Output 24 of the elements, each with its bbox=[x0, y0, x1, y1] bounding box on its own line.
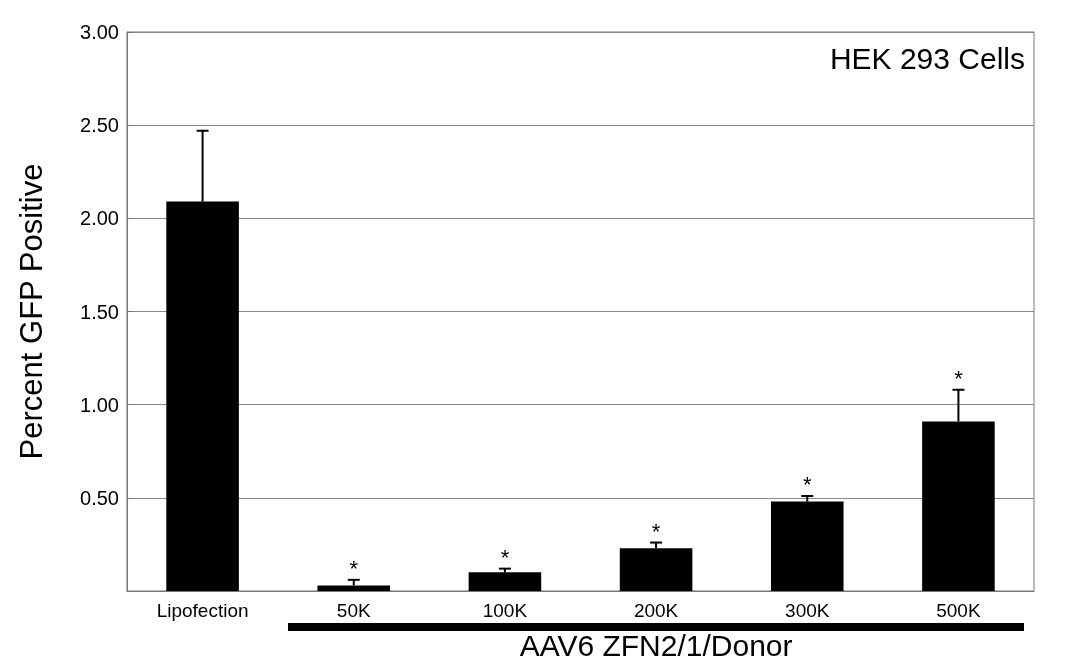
data-label: * bbox=[349, 556, 359, 582]
y-axis-title: Percent GFP Positive bbox=[14, 163, 49, 460]
x-tick-label: 200K bbox=[633, 600, 679, 621]
bar bbox=[468, 572, 542, 591]
chart-title: HEK 293 Cells bbox=[829, 41, 1026, 75]
x-tick-label: 100K bbox=[482, 600, 528, 621]
bar bbox=[317, 585, 391, 591]
y-tick-label: 2.50 bbox=[80, 114, 119, 137]
data-label: * bbox=[802, 472, 812, 498]
y-tick-label: 3.00 bbox=[80, 21, 119, 43]
y-tick-label: 0.50 bbox=[80, 486, 119, 509]
y-tick-label: 1.00 bbox=[80, 393, 119, 416]
bar bbox=[619, 548, 693, 591]
data-label: * bbox=[500, 545, 510, 571]
x-tick-label: Lipofection bbox=[156, 600, 249, 621]
x-tick-label: 50K bbox=[336, 600, 371, 621]
x-tick-label: 300K bbox=[785, 600, 830, 621]
x-tick-label: 500K bbox=[936, 600, 981, 621]
data-label: * bbox=[954, 366, 964, 392]
data-label: * bbox=[651, 519, 661, 545]
x-axis-title: AAV6 ZFN2/1/Donor bbox=[518, 629, 794, 663]
bar bbox=[770, 501, 844, 591]
y-tick-label: 2.00 bbox=[80, 207, 119, 230]
y-tick-label: 1.50 bbox=[80, 300, 119, 323]
